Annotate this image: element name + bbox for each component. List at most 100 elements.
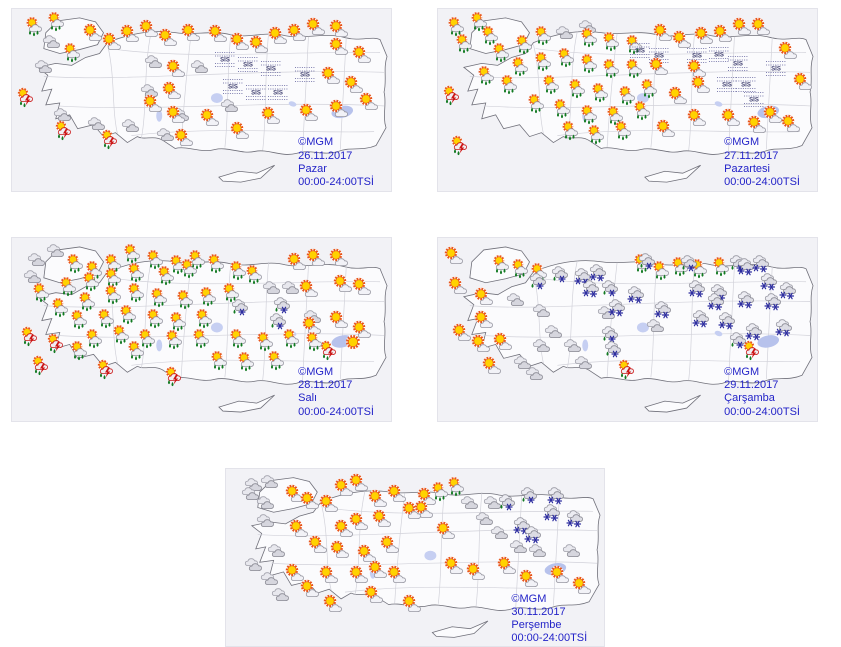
forecast-panel-pazar: SİS SİS SİS SİS SİS SİS SİS ©MGM 26.11.2017 Pa… xyxy=(11,8,392,192)
partly-sunny-icon xyxy=(775,40,799,62)
partly-sunny-icon xyxy=(384,564,408,586)
rain-icon xyxy=(589,82,613,104)
partly-sunny-icon xyxy=(178,22,202,44)
partly-sunny-icon xyxy=(155,27,179,49)
clouds-icon xyxy=(30,54,54,76)
rain-icon xyxy=(532,25,556,47)
partly-sunny-icon xyxy=(684,58,708,80)
thunderstorm-icon xyxy=(30,355,54,377)
rain-icon xyxy=(551,98,575,120)
rain-icon xyxy=(498,74,522,96)
sleet-icon xyxy=(725,328,749,350)
clouds-icon xyxy=(524,538,548,560)
clouds-icon xyxy=(42,238,66,260)
snow-icon xyxy=(623,282,647,304)
rain-icon xyxy=(532,51,556,73)
partly-sunny-icon xyxy=(318,65,342,87)
rain-icon xyxy=(429,481,453,503)
partly-sunny-icon xyxy=(778,113,802,135)
turkey-map-svg xyxy=(36,246,388,413)
sleet-icon xyxy=(516,483,540,505)
snow-icon xyxy=(570,264,594,286)
clouds-icon xyxy=(558,538,582,560)
fog-sis-icon: SİS xyxy=(243,82,267,104)
clouds-icon xyxy=(19,264,43,286)
rain-icon xyxy=(102,284,126,306)
sleet-icon xyxy=(269,293,293,315)
rain-icon xyxy=(616,85,640,107)
map-date: 30.11.2017 xyxy=(511,606,566,619)
partly-sunny-icon xyxy=(341,74,365,96)
thunderstorm-icon xyxy=(53,120,77,142)
rain-icon xyxy=(303,331,327,353)
svg-text:SİS: SİS xyxy=(692,53,702,60)
rain-icon xyxy=(479,25,503,47)
partly-sunny-icon xyxy=(490,331,514,353)
rain-icon xyxy=(144,249,168,271)
partly-sunny-icon xyxy=(305,534,329,556)
clouds-icon xyxy=(140,49,164,71)
sleet-icon xyxy=(676,251,700,273)
partly-sunny-icon xyxy=(349,319,373,341)
map-hours: 00:00-24:00TSİ xyxy=(724,175,800,188)
partly-sunny-icon xyxy=(547,564,571,586)
partly-sunny-icon xyxy=(356,91,380,113)
partly-sunny-icon xyxy=(227,120,251,142)
svg-text:SİS: SİS xyxy=(266,66,276,73)
thunderstorm-icon xyxy=(616,359,640,381)
snow-icon xyxy=(562,506,586,528)
fog-sis-icon: SİS xyxy=(258,58,282,80)
clouds-icon xyxy=(642,313,666,335)
partly-sunny-icon xyxy=(463,561,487,583)
partly-sunny-icon xyxy=(284,22,308,44)
turkey-map xyxy=(12,238,391,421)
clouds-icon xyxy=(551,20,575,42)
rain-icon xyxy=(243,264,267,286)
partly-sunny-icon xyxy=(414,486,438,508)
partly-sunny-icon xyxy=(303,16,327,38)
rain-icon xyxy=(30,282,54,304)
rain-icon xyxy=(155,265,179,287)
partly-sunny-icon xyxy=(346,472,370,494)
partly-sunny-icon xyxy=(346,564,370,586)
rain-icon xyxy=(578,53,602,75)
partly-sunny-icon xyxy=(433,520,457,542)
weather-icon-layer xyxy=(226,469,604,646)
rain-icon xyxy=(76,291,100,313)
weather-icon-layer: SİS SİS SİS SİS SİS SİS SİS SİS SİS xyxy=(438,9,817,191)
rain-icon xyxy=(585,124,609,146)
snow-icon xyxy=(703,289,727,311)
partly-sunny-icon xyxy=(665,85,689,107)
snow-icon xyxy=(578,276,602,298)
map-day: Salı xyxy=(298,392,318,405)
partly-sunny-icon xyxy=(729,16,753,38)
partly-sunny-icon xyxy=(790,71,814,93)
fog-sis-icon: SİS xyxy=(706,44,730,66)
clouds-icon xyxy=(509,350,533,372)
sun-icon xyxy=(341,331,365,353)
partly-sunny-icon xyxy=(80,22,104,44)
rain-icon xyxy=(235,351,259,373)
map-day: Pazar xyxy=(298,162,327,175)
partly-sunny-icon xyxy=(479,355,503,377)
snow-icon xyxy=(775,278,799,300)
partly-sunny-icon xyxy=(171,127,195,149)
svg-text:SİS: SİS xyxy=(654,53,664,60)
svg-text:SİS: SİS xyxy=(741,82,751,89)
partly-sunny-icon xyxy=(369,508,393,530)
partly-sunny-icon xyxy=(265,25,289,47)
rain-icon xyxy=(490,254,514,276)
sleet-icon xyxy=(600,337,624,359)
rain-icon xyxy=(227,260,251,282)
map-copyright: ©MGM xyxy=(511,592,547,605)
partly-sunny-icon xyxy=(246,34,270,56)
svg-text:SİS: SİS xyxy=(251,89,261,96)
forecast-panel-carsamba: ©MGM 29.11.2017 Çarşamba 00:00-24:00TSİ xyxy=(437,237,818,422)
clouds-icon xyxy=(252,490,276,512)
rain-icon xyxy=(174,289,198,311)
partly-sunny-icon xyxy=(326,247,350,269)
rain-icon xyxy=(205,253,229,275)
rain-icon xyxy=(600,58,624,80)
partly-sunny-icon xyxy=(284,251,308,273)
svg-text:SİS: SİS xyxy=(734,60,744,67)
